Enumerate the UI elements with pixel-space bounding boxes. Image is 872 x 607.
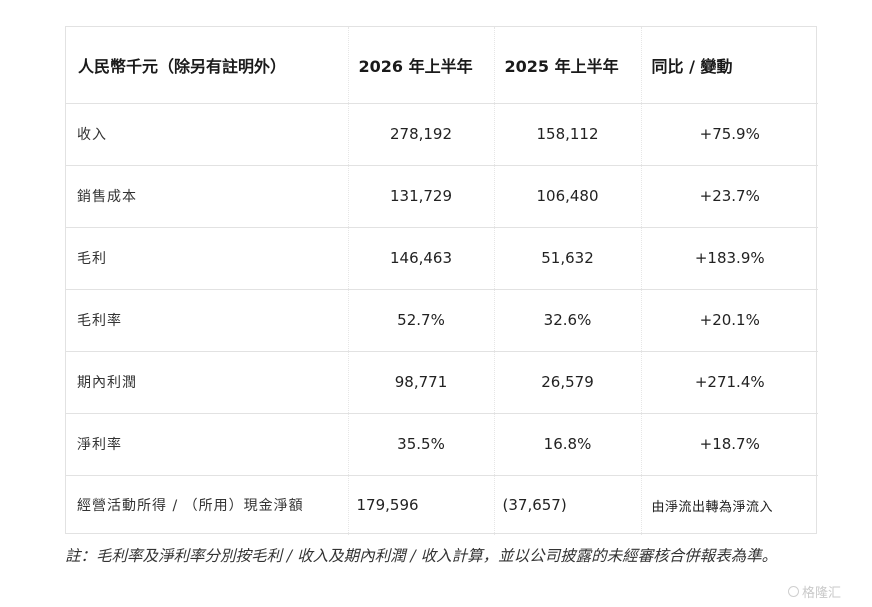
value-change: +18.7% [640,412,818,475]
table-row: 毛利 146,463 51,632 +183.9% [66,226,818,289]
value-2026: 131,729 [347,164,494,227]
footnote: 註：毛利率及淨利率分別按毛利 / 收入及期內利潤 / 收入計算，並以公司披露的未… [65,547,778,565]
value-2025: 106,480 [493,164,641,227]
table-row: 經營活動所得 / （所用）現金淨額 179,596 (37,657) 由淨流出轉… [66,474,818,535]
watermark-logo-icon [788,586,799,597]
value-change: +23.7% [640,164,818,227]
row-label: 毛利率 [66,288,348,351]
row-label: 淨利率 [66,412,348,475]
watermark: 格隆汇 [788,582,841,601]
row-label: 經營活動所得 / （所用）現金淨額 [66,474,348,535]
value-2026: 52.7% [347,288,494,351]
value-2025: (37,657) [493,474,641,535]
table-row: 毛利率 52.7% 32.6% +20.1% [66,288,818,351]
row-label: 銷售成本 [66,164,348,227]
value-change: +75.9% [640,102,818,165]
row-label: 毛利 [66,226,348,289]
value-change: +271.4% [640,350,818,413]
value-2026: 278,192 [347,102,494,165]
table-header-row: 人民幣千元（除另有註明外） 2026 年上半年 2025 年上半年 同比 / 變… [66,27,818,103]
value-2025: 32.6% [493,288,641,351]
value-change: 由淨流出轉為淨流入 [640,474,818,535]
table-row: 收入 278,192 158,112 +75.9% [66,102,818,165]
value-2025: 26,579 [493,350,641,413]
header-2026-h1: 2026 年上半年 [347,27,494,103]
table-row: 期內利潤 98,771 26,579 +271.4% [66,350,818,413]
value-2025: 158,112 [493,102,641,165]
header-2025-h1: 2025 年上半年 [493,27,641,103]
value-2026: 35.5% [347,412,494,475]
row-label: 期內利潤 [66,350,348,413]
row-label: 收入 [66,102,348,165]
table-row: 淨利率 35.5% 16.8% +18.7% [66,412,818,475]
value-2026: 146,463 [347,226,494,289]
table-row: 銷售成本 131,729 106,480 +23.7% [66,164,818,227]
value-2025: 16.8% [493,412,641,475]
value-2026: 98,771 [347,350,494,413]
value-change: +20.1% [640,288,818,351]
value-2025: 51,632 [493,226,641,289]
header-change: 同比 / 變動 [640,27,818,103]
watermark-text: 格隆汇 [802,586,842,601]
financial-summary-table: 人民幣千元（除另有註明外） 2026 年上半年 2025 年上半年 同比 / 變… [65,26,818,535]
header-unit: 人民幣千元（除另有註明外） [78,56,287,76]
value-change: +183.9% [640,226,818,289]
value-2026: 179,596 [347,474,494,535]
